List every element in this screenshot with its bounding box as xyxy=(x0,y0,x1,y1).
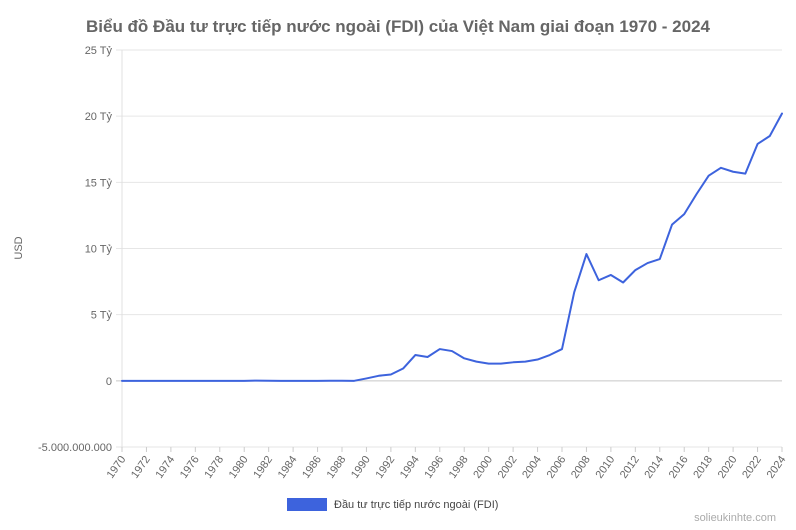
x-axis-ticks: 1970 1972 1974 1976 1978 1980 1982 1984 1986 1988… xyxy=(105,447,789,481)
x-tick-label: 2018 xyxy=(691,454,715,481)
x-tick-label: 2000 xyxy=(471,454,495,481)
x-tick-label: 2004 xyxy=(520,454,544,481)
y-axis-ticks: 25 Tỷ 20 Tỷ 15 Tỷ 10 Tỷ 5 Tỷ 0 -5.000.000.000 xyxy=(38,45,113,454)
x-tick-label: 2006 xyxy=(545,454,569,481)
x-tick-label: 1990 xyxy=(349,454,373,481)
x-tick-label: 2010 xyxy=(593,454,617,481)
x-tick-label: 2012 xyxy=(618,454,642,481)
legend-swatch[interactable] xyxy=(287,498,327,511)
x-tick-label: 2016 xyxy=(667,454,691,481)
x-tick-label: 1980 xyxy=(227,454,251,481)
y-axis-label: USD xyxy=(13,236,25,259)
x-tick-label: 2024 xyxy=(765,454,789,481)
x-tick-label: 1978 xyxy=(202,454,226,481)
x-tick-label: 1976 xyxy=(178,454,202,481)
y-tick-label: 10 Tỷ xyxy=(85,244,113,256)
gridlines xyxy=(116,49,782,448)
y-tick-label: 25 Tỷ xyxy=(85,45,113,57)
x-tick-label: 2014 xyxy=(642,454,666,481)
watermark: solieukinhte.com xyxy=(694,512,776,524)
series-line xyxy=(121,112,783,382)
x-tick-label: 1998 xyxy=(447,454,471,481)
x-tick-label: 1982 xyxy=(251,454,275,481)
x-tick-label: 2020 xyxy=(716,454,740,481)
x-tick-label: 1992 xyxy=(373,454,397,481)
x-tick-label: 1986 xyxy=(300,454,324,481)
legend-label[interactable]: Đầu tư trực tiếp nước ngoài (FDI) xyxy=(334,499,498,511)
legend[interactable]: Đầu tư trực tiếp nước ngoài (FDI) xyxy=(287,498,498,511)
x-tick-label: 1972 xyxy=(129,454,153,481)
x-tick-label: 1974 xyxy=(153,454,177,481)
chart-title: Biểu đồ Đầu tư trực tiếp nước ngoài (FDI… xyxy=(86,17,711,36)
x-tick-label: 1970 xyxy=(105,454,129,481)
y-tick-label: 0 xyxy=(106,376,112,388)
x-tick-label: 1996 xyxy=(422,454,446,481)
x-tick-label: 2008 xyxy=(569,454,593,481)
y-tick-label: 15 Tỷ xyxy=(85,177,113,189)
y-tick-label: 20 Tỷ xyxy=(85,111,113,123)
y-tick-label: -5.000.000.000 xyxy=(38,442,112,454)
x-tick-label: 1984 xyxy=(276,454,300,481)
series-layer xyxy=(121,112,783,382)
x-tick-label: 2002 xyxy=(496,454,520,481)
x-tick-label: 2022 xyxy=(740,454,764,481)
x-tick-label: 1988 xyxy=(325,454,349,481)
y-tick-label: 5 Tỷ xyxy=(91,310,113,322)
x-tick-label: 1994 xyxy=(398,454,422,481)
